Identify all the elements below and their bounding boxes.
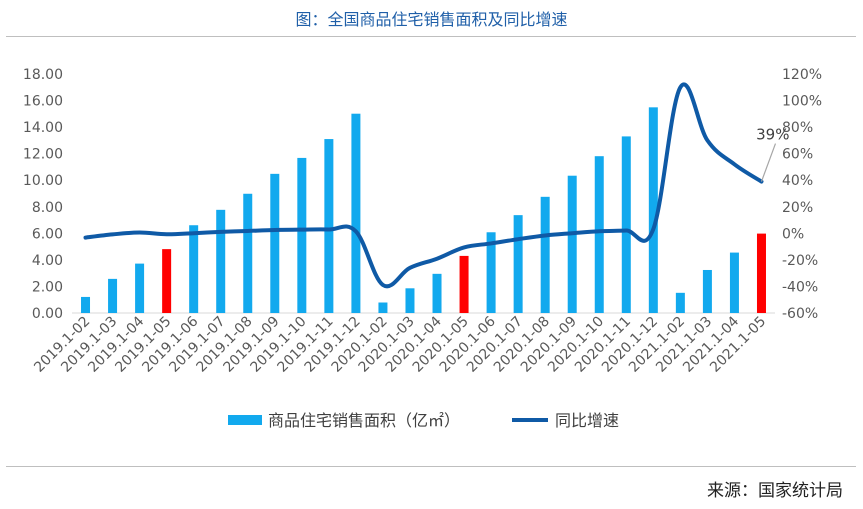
legend-line-label: 同比增速 [555, 411, 619, 430]
bar [702, 269, 712, 313]
bottom-divider [6, 466, 856, 467]
left-tick-label: 16.00 [23, 94, 63, 110]
top-divider [6, 36, 856, 37]
bar [378, 302, 388, 313]
right-tick-label: 120% [782, 67, 822, 83]
bar [297, 157, 307, 313]
bar [324, 139, 334, 313]
bar [621, 136, 631, 313]
bar-highlight [459, 255, 469, 313]
right-tick-label: 60% [782, 147, 813, 163]
annotation-leader [760, 143, 777, 182]
line-series [83, 82, 764, 289]
right-tick-label: 100% [782, 94, 822, 110]
left-tick-label: 14.00 [23, 120, 63, 136]
right-tick-label: 0% [782, 226, 804, 242]
left-tick-label: 0.00 [32, 306, 63, 322]
chart-title: 图：全国商品住宅销售面积及同比增速 [295, 10, 568, 29]
bar [729, 252, 739, 313]
bar [189, 225, 199, 313]
right-tick-label: -20% [782, 253, 818, 269]
left-tick-label: 2.00 [32, 279, 63, 295]
left-tick-label: 6.00 [32, 226, 63, 242]
bar [540, 196, 550, 313]
bar [108, 278, 118, 313]
bar [648, 107, 658, 313]
bar [432, 273, 442, 313]
bar [567, 175, 577, 313]
bar [243, 193, 253, 313]
right-tick-label: 20% [782, 200, 813, 216]
bar-highlight [162, 249, 172, 313]
growth-line [83, 82, 764, 289]
right-tick-label: -40% [782, 279, 818, 295]
bar [486, 232, 496, 313]
bar [270, 173, 280, 313]
bar [405, 288, 415, 313]
left-tick-label: 12.00 [23, 147, 63, 163]
left-axis-ticks: 0.00 2.00 4.00 6.00 8.00 10.00 12.00 14.00 16.00… [23, 67, 63, 322]
annotation: 39% [756, 126, 789, 182]
right-axis-ticks: -60% -40% -20% 0% 20% 40% 60% 80% 100% 120% [782, 67, 822, 322]
right-tick-label: 80% [782, 120, 813, 136]
right-tick-label: -60% [782, 306, 818, 322]
bar-series [81, 107, 766, 313]
bar [594, 156, 604, 313]
left-tick-label: 4.00 [32, 253, 63, 269]
legend: 商品住宅销售面积（亿㎡） 同比增速 [228, 411, 619, 430]
source-note: 来源：国家统计局 [707, 481, 843, 501]
bar [81, 296, 91, 313]
legend-bar-swatch [228, 415, 262, 425]
left-tick-label: 10.00 [23, 173, 63, 189]
right-tick-label: 40% [782, 173, 813, 189]
left-tick-label: 18.00 [23, 67, 63, 83]
annotation-label: 39% [756, 126, 789, 144]
legend-bar-label: 商品住宅销售面积（亿㎡） [268, 411, 460, 430]
x-axis-ticks: 2019.1-022019.1-032019.1-042019.1-052019… [31, 313, 769, 375]
bar [135, 263, 145, 313]
bar-highlight [756, 233, 766, 313]
bar [351, 113, 361, 313]
left-tick-label: 8.00 [32, 200, 63, 216]
bar [675, 292, 685, 313]
bar [216, 209, 226, 313]
bar [513, 215, 523, 313]
